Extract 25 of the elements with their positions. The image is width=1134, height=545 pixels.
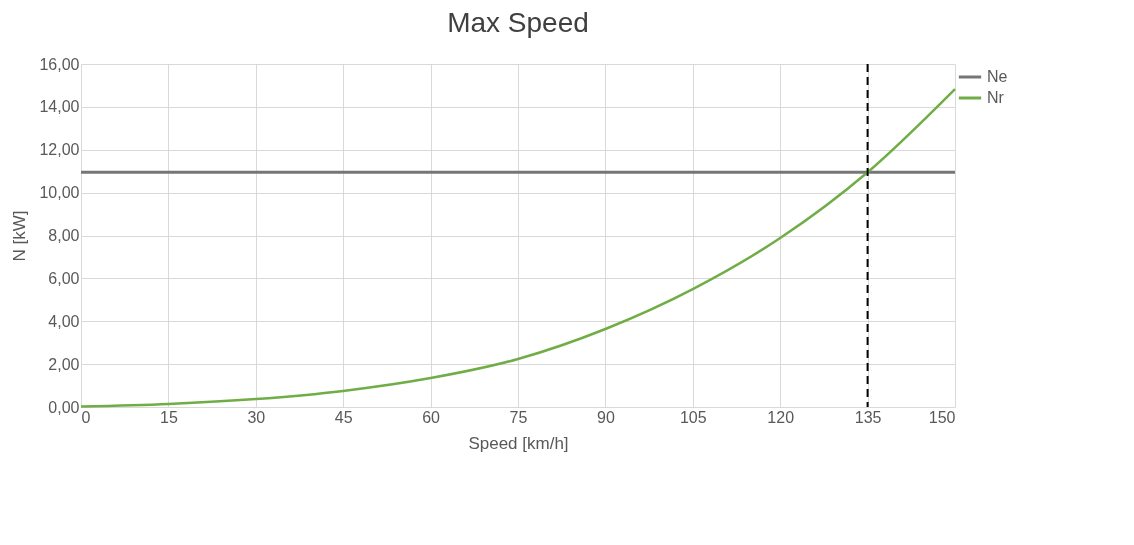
x-tick-label: 150 xyxy=(928,408,956,426)
x-tick-label: 90 xyxy=(597,408,615,426)
x-tick-label: 45 xyxy=(334,408,353,426)
chart-title: Max Speed xyxy=(447,7,589,38)
y-tick-label: 4,00 xyxy=(48,312,80,330)
y-tick-label: 14,00 xyxy=(39,98,80,116)
y-tick-label: 6,00 xyxy=(48,269,80,287)
x-tick-label: 105 xyxy=(679,408,707,426)
legend-label: Nr xyxy=(987,89,1005,106)
y-tick-label: 16,00 xyxy=(39,55,80,73)
x-axis-title: Speed [km/h] xyxy=(468,433,569,453)
x-tick-label: 30 xyxy=(247,408,266,426)
x-tick-label: 15 xyxy=(160,408,178,426)
y-tick-label: 0,00 xyxy=(48,398,80,416)
y-axis-title: N [kW] xyxy=(10,210,30,262)
legend-label: Ne xyxy=(987,68,1008,85)
x-tick-label: 120 xyxy=(767,408,795,426)
x-tick-label: 135 xyxy=(854,408,882,426)
x-tick-label: 0 xyxy=(81,408,91,426)
y-tick-label: 10,00 xyxy=(39,184,80,202)
y-tick-label: 2,00 xyxy=(48,355,80,373)
x-tick-label: 60 xyxy=(422,408,441,426)
x-tick-label: 75 xyxy=(509,408,528,426)
y-tick-label: 8,00 xyxy=(48,227,80,244)
y-tick-label: 12,00 xyxy=(39,141,80,159)
